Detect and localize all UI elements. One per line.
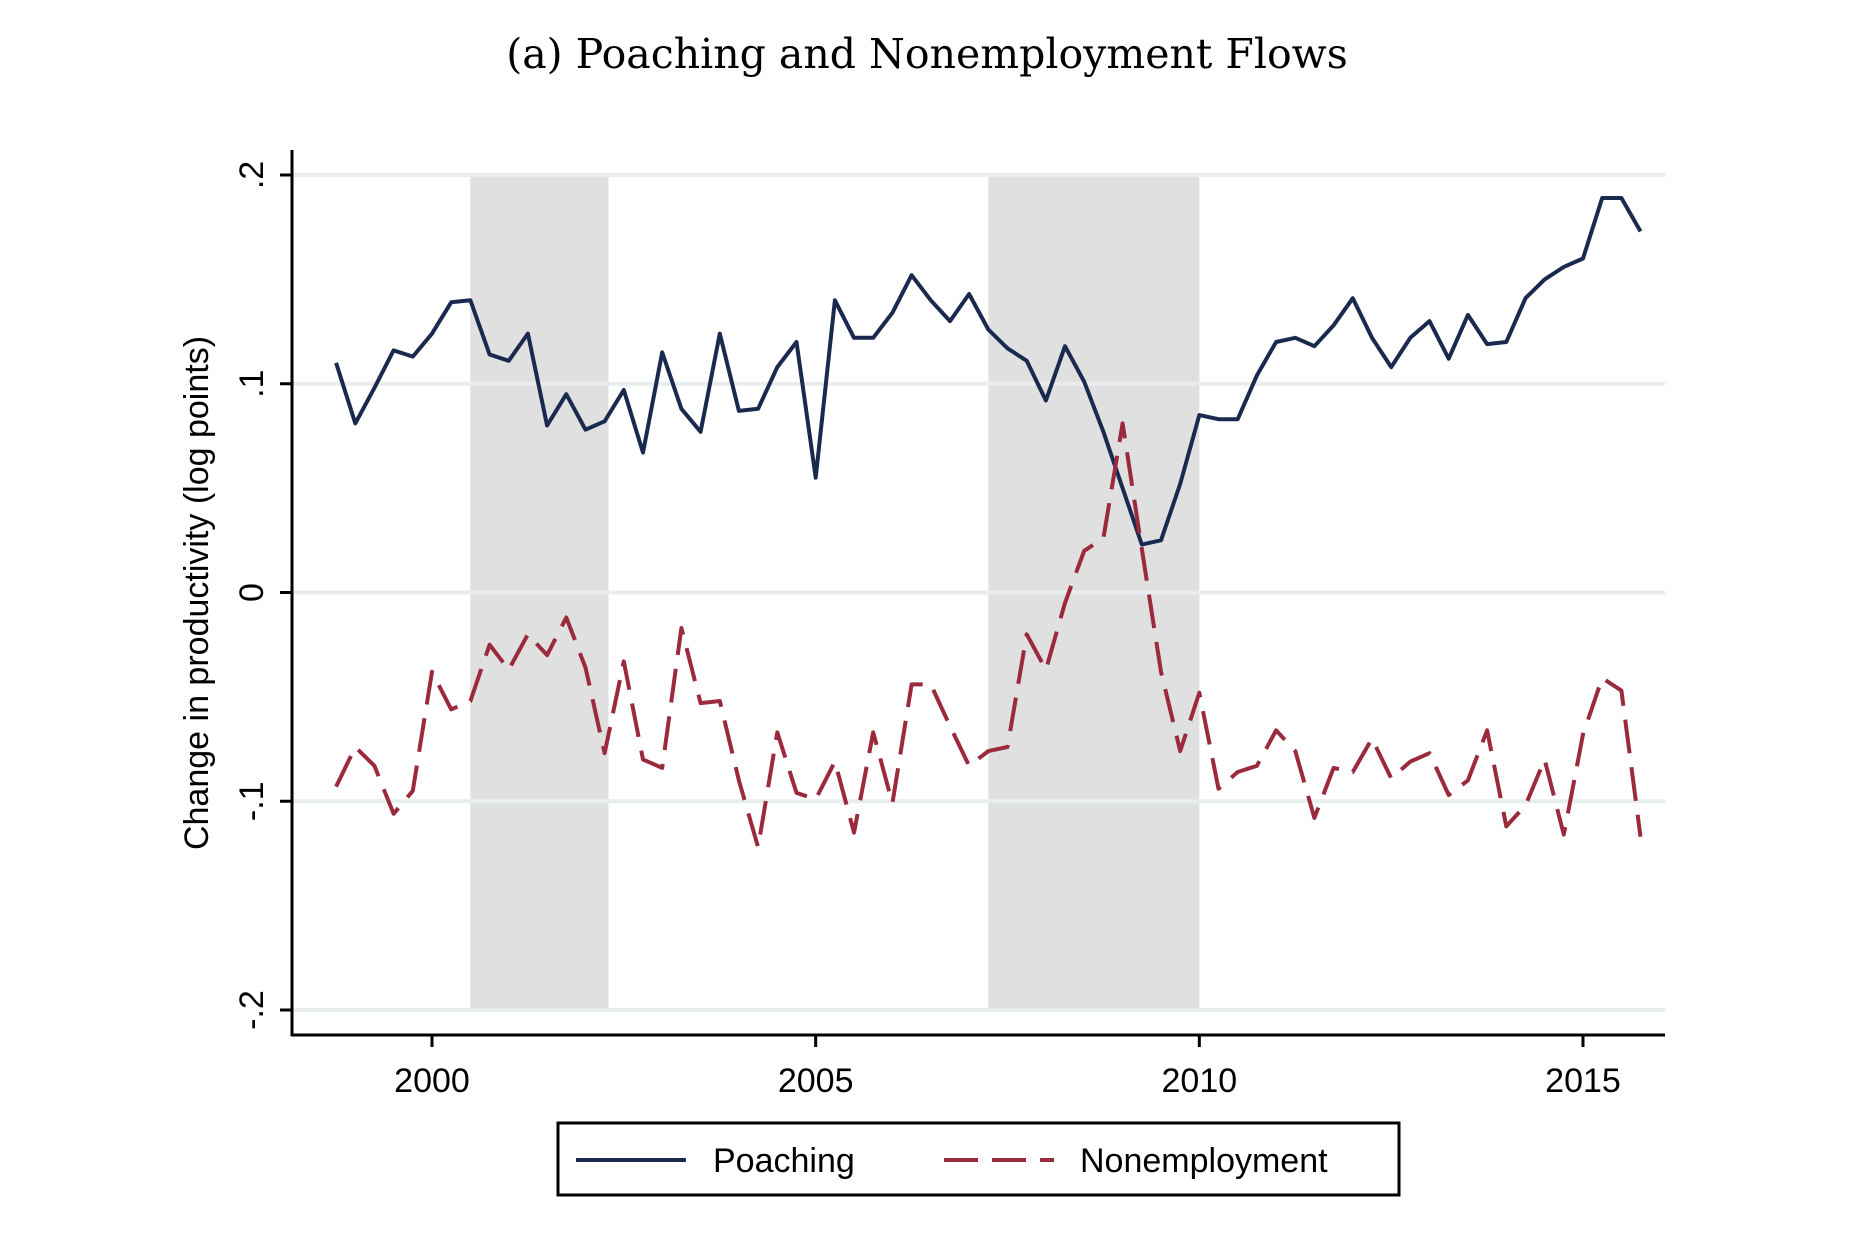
x-axis-ticks: 2000 2005 2010 2015 (394, 1035, 1621, 1100)
y-tick-label: -.2 (233, 990, 271, 1030)
series-line-nonemployment (334, 421, 1643, 850)
chart-title: (a) Poaching and Nonemployment Flows (506, 30, 1348, 78)
x-tick-label: 2010 (1162, 1062, 1238, 1100)
y-tick-label: -.1 (233, 781, 271, 821)
y-axis-title: Change in productivity (log points) (178, 336, 216, 850)
y-tick-label: .1 (233, 370, 271, 398)
legend-label-nonemployment: Nonemployment (1080, 1142, 1328, 1180)
y-tick-label: 0 (233, 583, 271, 602)
x-tick-label: 2015 (1545, 1062, 1621, 1100)
x-tick-label: 2000 (394, 1062, 470, 1100)
y-tick-label: .2 (233, 161, 271, 189)
series-layer (334, 196, 1643, 850)
x-tick-label: 2005 (778, 1062, 854, 1100)
gridlines (292, 173, 1665, 1012)
legend-label-poaching: Poaching (713, 1142, 855, 1180)
legend: Poaching Nonemployment (556, 1121, 1401, 1197)
legend-box (556, 1121, 1401, 1197)
series-line-poaching (334, 196, 1643, 547)
y-axis-ticks: -.2 -.1 0 .1 .2 (233, 161, 292, 1030)
